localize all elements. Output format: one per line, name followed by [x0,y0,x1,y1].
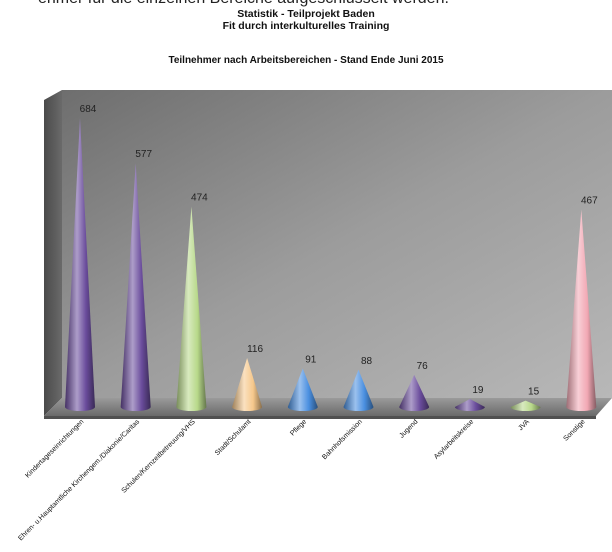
value-label: 116 [247,344,263,355]
value-label: 474 [191,193,208,204]
category-label: Bahnhofsmission [321,418,364,461]
cone-bar [287,368,318,411]
chart-subtitle: Teilnehmer nach Arbeitsbereichen - Stand… [168,55,444,66]
cone-bar [65,117,95,412]
value-label: 91 [305,355,317,366]
value-labels: 684 577 474 116 91 88 76 19 15 467 [80,104,598,398]
category-label: Sonstige [562,418,586,442]
cone-bar [399,374,430,411]
side-wall [44,90,62,416]
value-label: 684 [80,104,97,115]
cone-marks [65,117,597,412]
cone-bar [120,163,151,411]
value-label: 76 [417,361,429,372]
chart-title: Statistik - Teilprojekt Baden Fit durch … [0,8,612,32]
document-top-text: ehmer für die einzelnen Bereiche aufgesc… [38,0,449,8]
value-label: 15 [528,387,540,398]
value-label: 88 [361,356,373,367]
value-label: 577 [135,149,152,160]
value-label: 19 [472,385,484,396]
cone-bar [232,357,263,411]
category-label: Jugend [398,418,419,439]
cone-bar [454,398,485,411]
chart-title-line-2: Fit durch interkulturelles Training [222,20,390,32]
category-label: Stadt/Schulamt [214,418,253,457]
floor-edge [44,416,596,419]
category-label: Ehren- u.Hauptamtliche Kirchengem./Diako… [17,418,141,542]
category-label: Pflege [289,418,308,437]
category-label: JVA [517,418,531,432]
cone-bar [510,400,541,411]
cone-bar [566,209,597,411]
chart-title-line-1: Statistik - Teilprojekt Baden [237,8,375,20]
category-label: Kindertageseinrichtungen [24,418,85,479]
cone-bar [343,369,374,411]
category-label: Asylarbeitskreise [433,418,475,460]
cone-bar [176,206,207,411]
value-label: 467 [581,196,598,207]
